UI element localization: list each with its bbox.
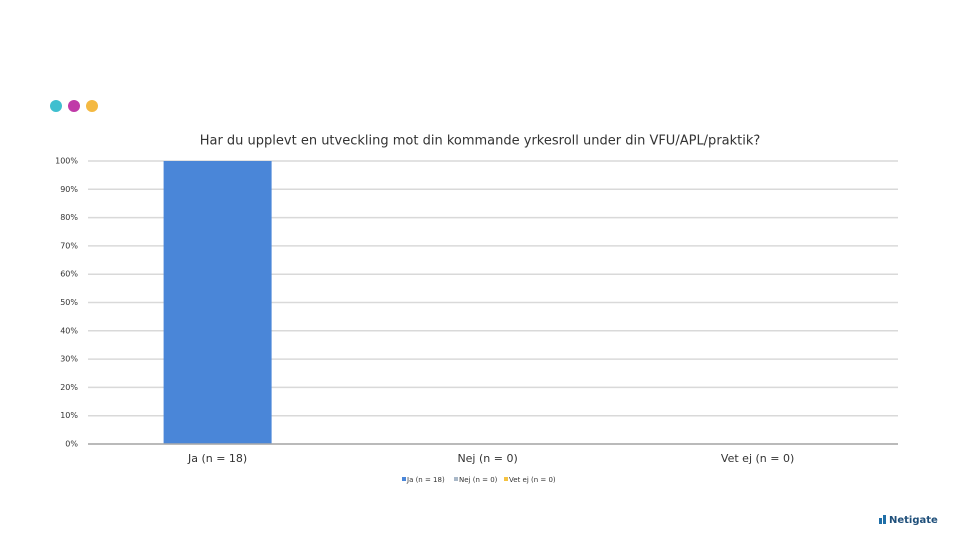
legend-label: Vet ej (n = 0) xyxy=(509,476,556,484)
x-tick-label: Nej (n = 0) xyxy=(457,452,517,465)
y-tick-label: 60% xyxy=(60,270,78,279)
x-tick-label: Ja (n = 18) xyxy=(187,452,247,465)
bar xyxy=(163,161,272,444)
y-tick-label: 80% xyxy=(60,213,78,222)
legend-label: Nej (n = 0) xyxy=(459,476,498,484)
dot xyxy=(50,100,62,112)
y-tick-label: 90% xyxy=(60,185,78,194)
dot xyxy=(68,100,80,112)
y-tick-label: 0% xyxy=(65,440,78,449)
legend-swatch xyxy=(402,477,406,481)
logo-icon xyxy=(883,515,886,524)
y-tick-label: 50% xyxy=(60,298,78,307)
y-tick-label: 100% xyxy=(55,157,78,166)
chart-title: Har du upplevt en utveckling mot din kom… xyxy=(200,134,761,149)
legend-label: Ja (n = 18) xyxy=(406,476,445,484)
logo: Netigate xyxy=(879,515,938,526)
legend-swatch xyxy=(454,477,458,481)
logo-text: Netigate xyxy=(889,515,938,526)
logo-icon xyxy=(879,518,882,524)
y-tick-label: 10% xyxy=(60,411,78,420)
y-tick-label: 20% xyxy=(60,383,78,392)
x-tick-label: Vet ej (n = 0) xyxy=(721,452,794,465)
y-tick-label: 40% xyxy=(60,326,78,335)
legend-swatch xyxy=(504,477,508,481)
y-tick-label: 70% xyxy=(60,241,78,250)
dot xyxy=(86,100,98,112)
y-tick-label: 30% xyxy=(60,355,78,364)
